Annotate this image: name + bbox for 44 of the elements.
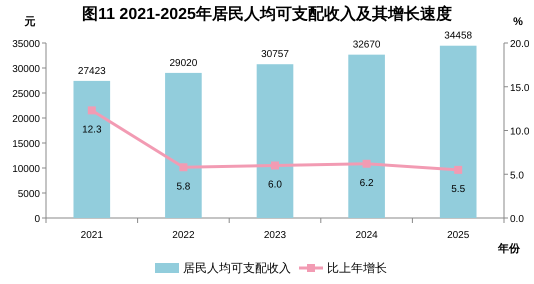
data-label: 30757	[261, 49, 290, 60]
y-tick-label: 15000	[12, 139, 40, 150]
y-tick-label: 35000	[12, 39, 40, 50]
bar	[165, 72, 202, 218]
data-label: 34458	[444, 30, 473, 42]
data-label: 12.3	[82, 124, 102, 136]
chart-title: 图11 2021-2025年居民人均可支配收入及其增长速度	[82, 4, 452, 23]
data-label: 5.5	[451, 184, 466, 195]
bar	[440, 46, 477, 218]
x-tick-label: 2022	[172, 230, 195, 241]
x-tick-label: 2025	[447, 230, 470, 241]
y-tick-label: 30000	[12, 64, 40, 75]
data-label: 29020	[169, 58, 198, 69]
y-tick-label: 5000	[18, 189, 40, 200]
y-tick-label: 0	[34, 214, 40, 225]
point	[362, 160, 371, 168]
y2-tick-label: 15.0	[510, 82, 530, 94]
data-label: 5.8	[176, 181, 191, 192]
data-label: 6.0	[268, 180, 282, 190]
data-label: 32670	[352, 40, 381, 51]
y2-tick-label: 5.0	[510, 170, 524, 182]
y2-tick-label: 20.0	[510, 39, 530, 50]
x-tick-label: 2024	[355, 230, 378, 241]
legend-label: 比上年增长	[327, 261, 387, 275]
point	[88, 106, 96, 114]
y-tick-label: 25000	[12, 89, 40, 100]
bar	[73, 80, 110, 218]
bar	[348, 54, 385, 218]
data-label: 27423	[78, 66, 106, 77]
data-label: 6.2	[360, 178, 374, 189]
y2-axis-title: %	[513, 16, 524, 28]
x-axis-title: 年份	[497, 242, 521, 255]
x-tick-label: 2021	[80, 230, 104, 241]
point	[271, 162, 279, 170]
y2-tick-label: 10.0	[510, 126, 530, 138]
x-tick-label: 2023	[264, 230, 287, 241]
legend-label: 居民人均可支配收入	[183, 261, 291, 275]
y-axis-title: 元	[24, 16, 36, 28]
point	[454, 166, 462, 174]
point	[179, 163, 188, 172]
y2-tick-label: 0.0	[510, 214, 524, 225]
bar	[256, 64, 294, 218]
y-tick-label: 10000	[12, 164, 40, 175]
y-tick-label: 20000	[12, 114, 40, 125]
